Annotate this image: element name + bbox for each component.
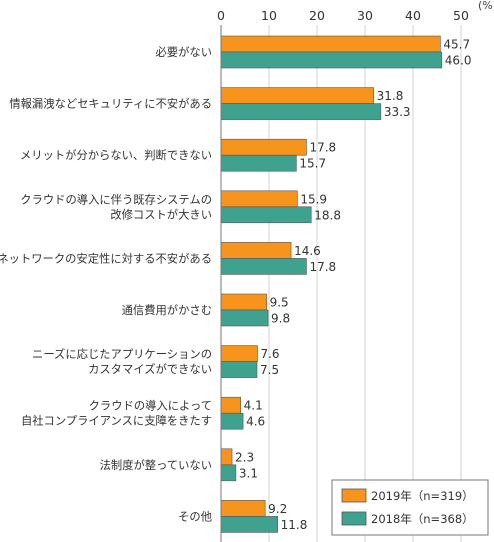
category-label: 通信費用がかさむ bbox=[122, 303, 212, 317]
category-label: 法制度が整っていない bbox=[100, 458, 212, 472]
x-tick-label: 40 bbox=[405, 8, 421, 23]
data-label: 45.7 bbox=[443, 38, 470, 52]
data-label: 14.6 bbox=[294, 244, 321, 258]
category-label: ニーズに応じたアプリケーションの bbox=[32, 347, 212, 361]
data-label: 31.8 bbox=[377, 89, 404, 103]
unit-label: (%) bbox=[478, 0, 494, 12]
x-tick-label: 20 bbox=[309, 8, 325, 23]
data-label: 3.1 bbox=[239, 466, 258, 480]
x-tick-label: 0 bbox=[217, 8, 225, 23]
x-axis-ticks: 0 10 20 30 40 50 bbox=[217, 8, 469, 23]
data-label: 15.9 bbox=[300, 192, 327, 206]
data-label: 17.8 bbox=[309, 260, 336, 274]
data-label: 9.2 bbox=[268, 502, 287, 516]
bar-2019-8 bbox=[220, 448, 233, 466]
category-label: 情報漏洩などセキュリティに不安がある bbox=[9, 97, 212, 111]
category-labels: 必要がない情報漏洩などセキュリティに不安があるメリットが分からない、判断できない… bbox=[0, 45, 212, 523]
data-label: 7.5 bbox=[260, 363, 279, 377]
bar-2018-5 bbox=[220, 309, 269, 327]
legend-swatch-2018 bbox=[341, 511, 367, 526]
category-label: 改修コストが大きい bbox=[110, 207, 212, 221]
category-label: クラウドの導入に伴う既存システムの bbox=[20, 192, 212, 206]
data-label: 4.1 bbox=[244, 399, 263, 413]
category-label: その他 bbox=[178, 510, 212, 523]
category-label: ネットワークの安定性に対する不安がある bbox=[0, 251, 212, 265]
bar-2018-3 bbox=[220, 206, 312, 224]
data-label: 9.5 bbox=[270, 296, 289, 310]
bar-2019-2 bbox=[220, 138, 307, 156]
bar-2019-4 bbox=[220, 242, 292, 259]
category-label: メリットが分からない、判断できない bbox=[20, 148, 212, 162]
bar-2018-9 bbox=[220, 516, 278, 533]
bar-2019-7 bbox=[220, 396, 241, 414]
x-tick-label: 50 bbox=[453, 8, 469, 23]
bar-2019-0 bbox=[220, 35, 441, 53]
category-label: カスタマイズができない bbox=[88, 362, 212, 376]
data-label: 7.6 bbox=[260, 347, 279, 361]
category-label: 必要がない bbox=[156, 45, 213, 59]
bar-2018-2 bbox=[220, 154, 297, 172]
data-label: 2.3 bbox=[235, 450, 254, 464]
legend: 2019年（n=319） 2018年（n=368） bbox=[331, 479, 489, 536]
bar-2019-5 bbox=[220, 293, 267, 311]
data-label: 17.8 bbox=[309, 141, 336, 155]
bar-2019-6 bbox=[220, 345, 258, 362]
bars: 45.7 46.0 31.8 33.3 17.8 15.7 15.9 18.8 14.6 17.8… bbox=[220, 35, 472, 533]
bar-2019-3 bbox=[220, 190, 298, 208]
legend-label-2019: 2019年（n=319） bbox=[371, 489, 474, 503]
category-label: クラウドの導入によって bbox=[89, 399, 212, 413]
bar-2018-4 bbox=[220, 258, 307, 275]
bar-2018-6 bbox=[220, 361, 258, 378]
data-label: 33.3 bbox=[384, 105, 411, 119]
legend-swatch-2019 bbox=[341, 488, 367, 503]
bar-2018-0 bbox=[220, 51, 443, 69]
x-tick-label: 30 bbox=[357, 8, 373, 23]
legend-label-2018: 2018年（n=368） bbox=[371, 512, 474, 526]
x-tick-label: 10 bbox=[261, 8, 277, 23]
data-label: 11.8 bbox=[281, 518, 308, 532]
category-label: 自社コンプライアンスに支障をきたす bbox=[21, 414, 212, 428]
bar-2018-7 bbox=[220, 412, 244, 430]
bar-2018-1 bbox=[220, 103, 382, 120]
bar-2018-8 bbox=[220, 464, 237, 482]
bar-2019-1 bbox=[220, 87, 374, 104]
data-label: 9.8 bbox=[271, 312, 290, 326]
data-label: 15.7 bbox=[299, 157, 326, 171]
bar-2019-9 bbox=[220, 500, 266, 517]
data-label: 46.0 bbox=[445, 54, 472, 68]
data-label: 18.8 bbox=[314, 208, 341, 222]
data-label: 4.6 bbox=[246, 415, 265, 429]
